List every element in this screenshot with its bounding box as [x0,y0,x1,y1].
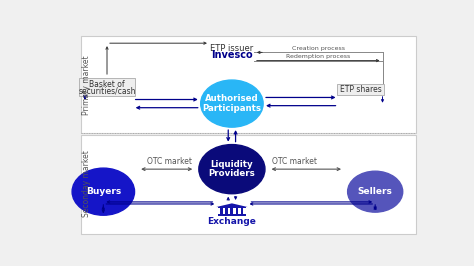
Bar [220,208,223,215]
Text: Seconday market: Seconday market [82,150,91,217]
FancyBboxPatch shape [82,36,416,133]
Text: securities/cash: securities/cash [78,86,136,95]
Text: Providers: Providers [209,169,255,178]
Bar [236,208,238,215]
Text: Redemption process: Redemption process [286,55,350,59]
Text: Sellers: Sellers [358,187,392,196]
Text: Liquidity: Liquidity [210,160,253,169]
Text: OTC market: OTC market [272,157,317,167]
FancyBboxPatch shape [337,84,384,95]
Ellipse shape [347,171,403,212]
Text: OTC market: OTC market [147,157,192,167]
Text: Participants: Participants [202,104,261,113]
Text: Authorised: Authorised [205,94,259,103]
Text: Exchange: Exchange [208,217,256,226]
Text: Buyers: Buyers [86,187,121,196]
Text: Invesco: Invesco [211,51,253,60]
Text: ETP shares: ETP shares [339,85,382,94]
FancyBboxPatch shape [82,135,416,234]
Bar [218,214,246,216]
Ellipse shape [72,168,135,215]
Bar [230,208,233,215]
FancyBboxPatch shape [80,78,135,97]
Ellipse shape [201,80,263,127]
Bar [225,208,228,215]
Polygon shape [216,203,248,207]
Text: Basket of: Basket of [89,80,125,89]
Text: ETP issuer: ETP issuer [210,44,254,53]
Bar [218,207,246,209]
Bar [241,208,243,215]
Text: Primary market: Primary market [82,55,91,115]
Ellipse shape [199,145,265,194]
Text: Creation process: Creation process [292,46,345,51]
